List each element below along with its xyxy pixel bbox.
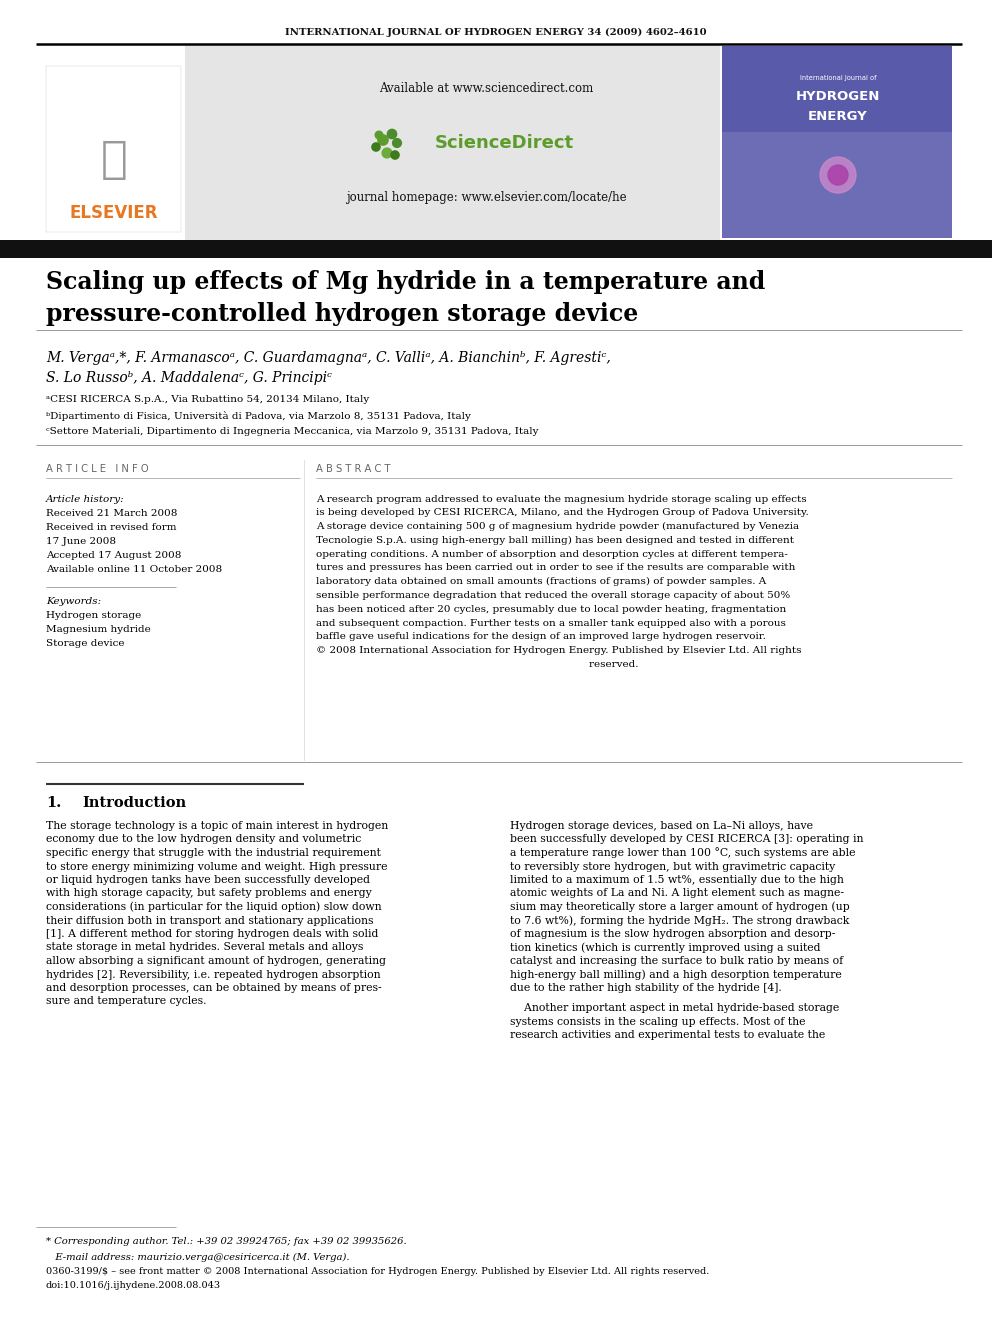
Text: Received 21 March 2008: Received 21 March 2008 bbox=[46, 508, 178, 517]
Text: baffle gave useful indications for the design of an improved large hydrogen rese: baffle gave useful indications for the d… bbox=[316, 632, 766, 642]
Text: ᵃCESI RICERCA S.p.A., Via Rubattino 54, 20134 Milano, Italy: ᵃCESI RICERCA S.p.A., Via Rubattino 54, … bbox=[46, 396, 369, 405]
Bar bbox=[722, 132, 952, 238]
Text: Available online 11 October 2008: Available online 11 October 2008 bbox=[46, 565, 222, 573]
Text: 🌳: 🌳 bbox=[100, 139, 127, 181]
Text: ELSEVIER: ELSEVIER bbox=[69, 204, 159, 222]
Point bbox=[389, 132, 405, 153]
Text: and desorption processes, can be obtained by means of pres-: and desorption processes, can be obtaine… bbox=[46, 983, 382, 994]
Text: E-mail address: maurizio.verga@cesiricerca.it (M. Verga).: E-mail address: maurizio.verga@cesiricer… bbox=[46, 1253, 349, 1262]
Text: Another important aspect in metal hydride-based storage: Another important aspect in metal hydrid… bbox=[510, 1003, 839, 1013]
Text: International Journal of: International Journal of bbox=[800, 75, 876, 81]
Text: Article history:: Article history: bbox=[46, 495, 125, 504]
Text: Magnesium hydride: Magnesium hydride bbox=[46, 624, 151, 634]
Text: a temperature range lower than 100 °C, such systems are able: a temperature range lower than 100 °C, s… bbox=[510, 848, 855, 859]
Text: allow absorbing a significant amount of hydrogen, generating: allow absorbing a significant amount of … bbox=[46, 957, 386, 966]
Text: to reversibly store hydrogen, but with gravimetric capacity: to reversibly store hydrogen, but with g… bbox=[510, 861, 835, 872]
Text: The storage technology is a topic of main interest in hydrogen: The storage technology is a topic of mai… bbox=[46, 822, 388, 831]
Text: due to the rather high stability of the hydride [4].: due to the rather high stability of the … bbox=[510, 983, 782, 994]
Text: their diffusion both in transport and stationary applications: their diffusion both in transport and st… bbox=[46, 916, 374, 926]
Text: A research program addressed to evaluate the magnesium hydride storage scaling u: A research program addressed to evaluate… bbox=[316, 495, 806, 504]
Text: operating conditions. A number of absorption and desorption cycles at different : operating conditions. A number of absorp… bbox=[316, 549, 788, 558]
Text: Received in revised form: Received in revised form bbox=[46, 523, 177, 532]
Text: or liquid hydrogen tanks have been successfully developed: or liquid hydrogen tanks have been succe… bbox=[46, 875, 370, 885]
Text: sium may theoretically store a larger amount of hydrogen (up: sium may theoretically store a larger am… bbox=[510, 902, 850, 913]
Text: journal homepage: www.elsevier.com/locate/he: journal homepage: www.elsevier.com/locat… bbox=[345, 192, 626, 205]
Text: reserved.: reserved. bbox=[316, 660, 639, 669]
Point bbox=[368, 136, 384, 157]
Text: limited to a maximum of 1.5 wt%, essentially due to the high: limited to a maximum of 1.5 wt%, essenti… bbox=[510, 875, 844, 885]
Text: of magnesium is the slow hydrogen absorption and desorp-: of magnesium is the slow hydrogen absorp… bbox=[510, 929, 835, 939]
Text: Tecnologie S.p.A. using high-energy ball milling) has been designed and tested i: Tecnologie S.p.A. using high-energy ball… bbox=[316, 536, 794, 545]
Point bbox=[371, 124, 387, 146]
Text: 17 June 2008: 17 June 2008 bbox=[46, 537, 116, 545]
Bar bbox=[46, 66, 181, 232]
Text: Introduction: Introduction bbox=[82, 796, 186, 810]
Text: © 2008 International Association for Hydrogen Energy. Published by Elsevier Ltd.: © 2008 International Association for Hyd… bbox=[316, 647, 802, 655]
Text: doi:10.1016/j.ijhydene.2008.08.043: doi:10.1016/j.ijhydene.2008.08.043 bbox=[46, 1282, 221, 1290]
Text: Keywords:: Keywords: bbox=[46, 597, 101, 606]
Text: 0360-3199/$ – see front matter © 2008 International Association for Hydrogen Ene: 0360-3199/$ – see front matter © 2008 In… bbox=[46, 1267, 709, 1277]
Bar bbox=[0, 239, 992, 258]
Text: tion kinetics (which is currently improved using a suited: tion kinetics (which is currently improv… bbox=[510, 942, 820, 953]
Point bbox=[375, 130, 391, 151]
Text: A storage device containing 500 g of magnesium hydride powder (manufactured by V: A storage device containing 500 g of mag… bbox=[316, 523, 800, 531]
Text: M. Vergaᵃ,*, F. Armanascoᵃ, C. Guardamagnaᵃ, C. Valliᵃ, A. Bianchinᵇ, F. Agresti: M. Vergaᵃ,*, F. Armanascoᵃ, C. Guardamag… bbox=[46, 351, 611, 365]
Text: specific energy that struggle with the industrial requirement: specific energy that struggle with the i… bbox=[46, 848, 381, 859]
Text: to 7.6 wt%), forming the hydride MgH₂. The strong drawback: to 7.6 wt%), forming the hydride MgH₂. T… bbox=[510, 916, 849, 926]
Text: A R T I C L E   I N F O: A R T I C L E I N F O bbox=[46, 464, 149, 474]
Text: high-energy ball milling) and a high desorption temperature: high-energy ball milling) and a high des… bbox=[510, 970, 842, 980]
Text: HYDROGEN: HYDROGEN bbox=[796, 90, 880, 103]
Text: Hydrogen storage devices, based on La–Ni alloys, have: Hydrogen storage devices, based on La–Ni… bbox=[510, 822, 813, 831]
Text: ENERGY: ENERGY bbox=[808, 110, 868, 123]
Text: research activities and experimental tests to evaluate the: research activities and experimental tes… bbox=[510, 1031, 825, 1040]
Text: Available at www.sciencedirect.com: Available at www.sciencedirect.com bbox=[379, 82, 593, 94]
Text: considerations (in particular for the liquid option) slow down: considerations (in particular for the li… bbox=[46, 902, 382, 913]
Text: INTERNATIONAL JOURNAL OF HYDROGEN ENERGY 34 (2009) 4602–4610: INTERNATIONAL JOURNAL OF HYDROGEN ENERGY… bbox=[285, 28, 707, 37]
Text: ᵇDipartimento di Fisica, Università di Padova, via Marzolo 8, 35131 Padova, Ital: ᵇDipartimento di Fisica, Università di P… bbox=[46, 411, 471, 421]
Point bbox=[384, 123, 400, 144]
Text: [1]. A different method for storing hydrogen deals with solid: [1]. A different method for storing hydr… bbox=[46, 929, 378, 939]
Circle shape bbox=[828, 165, 848, 185]
Text: Hydrogen storage: Hydrogen storage bbox=[46, 610, 141, 619]
Text: economy due to the low hydrogen density and volumetric: economy due to the low hydrogen density … bbox=[46, 835, 361, 844]
Text: state storage in metal hydrides. Several metals and alloys: state storage in metal hydrides. Several… bbox=[46, 942, 363, 953]
Text: Accepted 17 August 2008: Accepted 17 August 2008 bbox=[46, 550, 182, 560]
Text: and subsequent compaction. Further tests on a smaller tank equipped also with a : and subsequent compaction. Further tests… bbox=[316, 619, 786, 627]
Text: atomic weights of La and Ni. A light element such as magne-: atomic weights of La and Ni. A light ele… bbox=[510, 889, 844, 898]
Text: with high storage capacity, but safety problems and energy: with high storage capacity, but safety p… bbox=[46, 889, 372, 898]
Bar bbox=[185, 44, 720, 239]
Circle shape bbox=[820, 157, 856, 193]
Text: pressure-controlled hydrogen storage device: pressure-controlled hydrogen storage dev… bbox=[46, 302, 638, 325]
Text: hydrides [2]. Reversibility, i.e. repeated hydrogen absorption: hydrides [2]. Reversibility, i.e. repeat… bbox=[46, 970, 381, 979]
Text: is being developed by CESI RICERCA, Milano, and the Hydrogen Group of Padova Uni: is being developed by CESI RICERCA, Mila… bbox=[316, 508, 808, 517]
Text: sensible performance degradation that reduced the overall storage capacity of ab: sensible performance degradation that re… bbox=[316, 591, 791, 601]
Text: been successfully developed by CESI RICERCA [3]: operating in: been successfully developed by CESI RICE… bbox=[510, 835, 863, 844]
Text: has been noticed after 20 cycles, presumably due to local powder heating, fragme: has been noticed after 20 cycles, presum… bbox=[316, 605, 787, 614]
Bar bbox=[722, 46, 952, 238]
Text: tures and pressures has been carried out in order to see if the results are comp: tures and pressures has been carried out… bbox=[316, 564, 796, 573]
Point bbox=[379, 143, 395, 164]
Text: sure and temperature cycles.: sure and temperature cycles. bbox=[46, 996, 206, 1007]
Text: Scaling up effects of Mg hydride in a temperature and: Scaling up effects of Mg hydride in a te… bbox=[46, 270, 765, 294]
Text: laboratory data obtained on small amounts (fractions of grams) of powder samples: laboratory data obtained on small amount… bbox=[316, 577, 766, 586]
Text: ᶜSettore Materiali, Dipartimento di Ingegneria Meccanica, via Marzolo 9, 35131 P: ᶜSettore Materiali, Dipartimento di Inge… bbox=[46, 427, 539, 437]
Text: Storage device: Storage device bbox=[46, 639, 125, 647]
Text: to store energy minimizing volume and weight. High pressure: to store energy minimizing volume and we… bbox=[46, 861, 388, 872]
Text: * Corresponding author. Tel.: +39 02 39924765; fax +39 02 39935626.: * Corresponding author. Tel.: +39 02 399… bbox=[46, 1237, 407, 1246]
Text: S. Lo Russoᵇ, A. Maddalenaᶜ, G. Principiᶜ: S. Lo Russoᵇ, A. Maddalenaᶜ, G. Principi… bbox=[46, 370, 332, 385]
Text: 1.: 1. bbox=[46, 796, 62, 810]
Text: ScienceDirect: ScienceDirect bbox=[435, 134, 574, 152]
Point bbox=[387, 144, 403, 165]
Text: catalyst and increasing the surface to bulk ratio by means of: catalyst and increasing the surface to b… bbox=[510, 957, 843, 966]
Text: systems consists in the scaling up effects. Most of the: systems consists in the scaling up effec… bbox=[510, 1017, 806, 1027]
Text: A B S T R A C T: A B S T R A C T bbox=[316, 464, 391, 474]
